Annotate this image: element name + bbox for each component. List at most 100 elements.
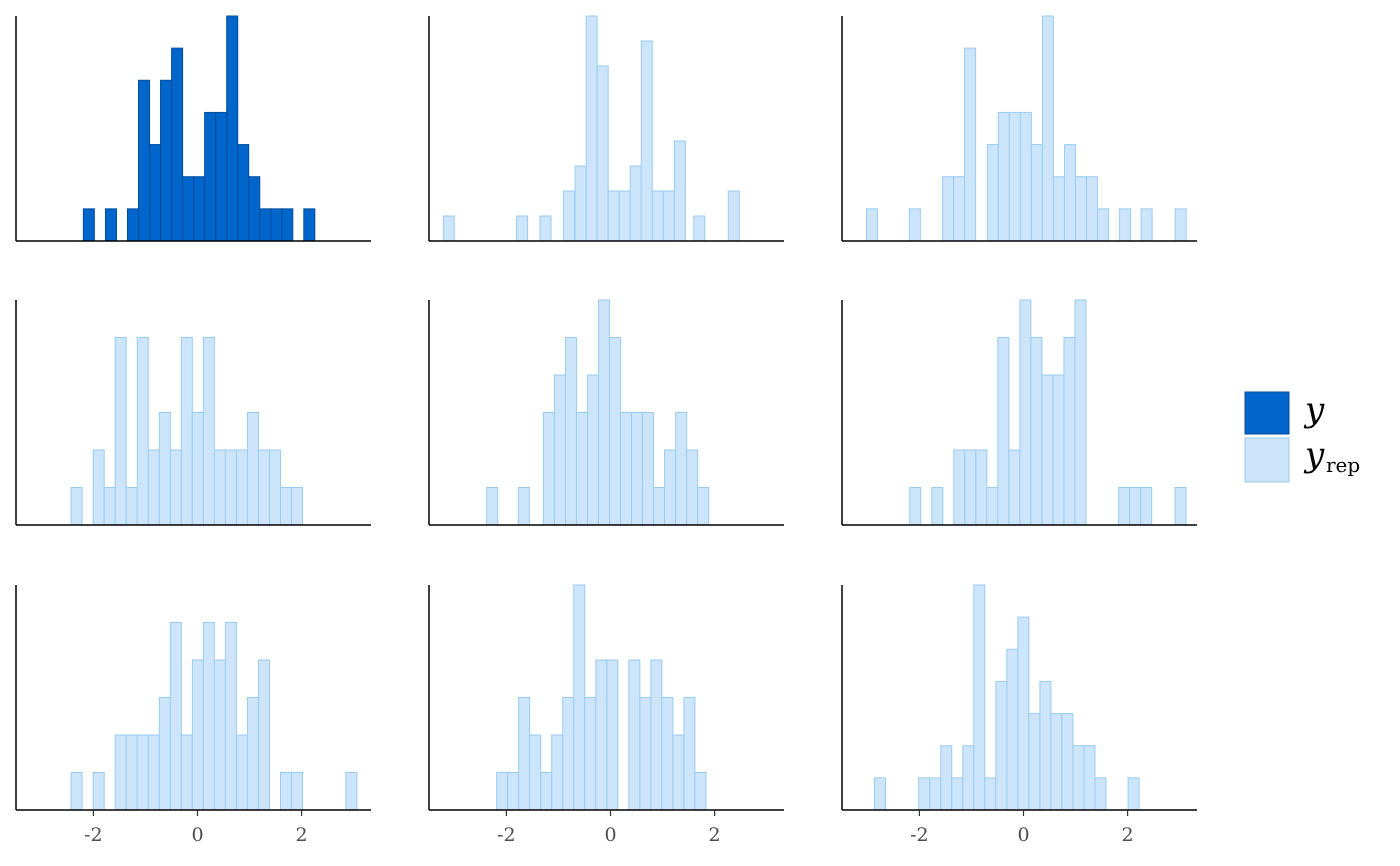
histogram-bar [114, 734, 127, 811]
histogram-bar [180, 337, 193, 526]
histogram-bar [672, 734, 685, 811]
histogram-bar [1094, 777, 1107, 811]
histogram-bar [269, 449, 282, 526]
histogram-bar [191, 412, 204, 526]
histogram-bar [104, 208, 117, 242]
x-tick-label: 0 [1017, 824, 1029, 846]
histogram-bar [169, 622, 182, 811]
histogram-bar [1052, 176, 1065, 242]
histogram-bar [291, 772, 304, 811]
histogram-bar [607, 190, 620, 242]
histogram-bar [279, 487, 292, 526]
histogram-bar [973, 584, 986, 811]
histogram-bar [629, 165, 642, 242]
histogram-bar [1041, 15, 1054, 242]
histogram-bar [1129, 487, 1142, 526]
histogram-panel [428, 299, 784, 526]
histogram-bar [587, 374, 600, 526]
histogram-bar [1006, 648, 1019, 811]
histogram-bar [866, 208, 879, 242]
histogram-bar [92, 449, 105, 526]
histogram-bar [70, 772, 83, 811]
histogram-bar [540, 772, 553, 811]
histogram-bar [563, 190, 576, 242]
histogram-bar [191, 659, 204, 811]
histogram-bar [246, 412, 259, 526]
histogram-bar [650, 659, 663, 811]
histogram-bar [149, 144, 162, 242]
histogram-bar [1030, 144, 1043, 242]
legend-label-y: y [1303, 390, 1325, 430]
legend-label-yrep-subscript: rep [1326, 453, 1360, 477]
histogram-bar [642, 412, 655, 526]
histogram-bar [609, 337, 622, 526]
histogram-bar [553, 374, 566, 526]
histogram-bar [1097, 208, 1110, 242]
histogram-bar [975, 449, 988, 526]
histogram-bar [683, 697, 696, 811]
histogram-bar [1118, 487, 1131, 526]
histogram-bar [158, 697, 171, 811]
histogram-bar [1039, 680, 1052, 811]
histogram-bar [235, 449, 248, 526]
histogram-panel [15, 300, 371, 526]
histogram-bar [661, 697, 674, 811]
histogram-bar [496, 772, 509, 811]
histogram-panel: -2 0 2 [15, 585, 371, 846]
histogram-bar [1174, 208, 1187, 242]
histogram-bar [158, 412, 171, 526]
histogram-bar [1019, 111, 1032, 242]
histogram-bar [727, 190, 740, 242]
histogram-bar [281, 208, 294, 242]
legend-key-yrep [1244, 437, 1290, 483]
histogram-bar [202, 622, 215, 811]
x-tick-label: 0 [604, 824, 616, 846]
histogram-bar [237, 144, 250, 242]
histogram-bar [953, 176, 966, 242]
x-tick-label: -2 [84, 824, 103, 846]
histogram-bar [575, 412, 588, 526]
x-tick-label: 2 [296, 824, 308, 846]
facet-panels: -2 0 2 -2 0 2 -2 0 2 [15, 15, 1197, 846]
histogram-bar [584, 697, 597, 811]
histogram-bar [940, 745, 953, 811]
histogram-bar [270, 208, 283, 242]
histogram-bar [686, 449, 699, 526]
histogram-bar [507, 772, 520, 811]
histogram-bar [929, 777, 942, 811]
histogram-bar [193, 176, 206, 242]
histogram-bar [204, 111, 217, 242]
histogram-bar [215, 111, 228, 242]
x-tick-label: 2 [709, 824, 721, 846]
histogram-bar [551, 734, 564, 811]
histogram-bar [964, 47, 977, 242]
x-tick-label: 2 [1122, 824, 1134, 846]
histogram-bar [103, 487, 116, 526]
histogram-bar [82, 208, 95, 242]
histogram-bar [595, 659, 608, 811]
histogram-bar [953, 449, 966, 526]
histogram-bar [1028, 713, 1041, 811]
histogram-bar [1008, 449, 1021, 526]
histogram-bar [597, 299, 610, 526]
histogram-bar [951, 777, 964, 811]
histogram-bar [1030, 337, 1043, 526]
histogram-bar [697, 487, 710, 526]
histogram-bar [664, 449, 677, 526]
histogram-bar [182, 176, 195, 242]
histogram-bar [997, 111, 1010, 242]
histogram-bar [918, 777, 931, 811]
histogram-bar [675, 412, 688, 526]
histogram-bar [574, 165, 587, 242]
histogram-panel: -2 0 2 [841, 584, 1197, 846]
histogram-bar [694, 772, 707, 811]
histogram-bar [662, 190, 675, 242]
histogram-bar [931, 487, 944, 526]
histogram-bar [1019, 299, 1032, 526]
histogram-bar [486, 487, 499, 526]
histogram-bar [628, 659, 641, 811]
histogram-bar [640, 40, 653, 242]
histogram-bar [147, 734, 160, 811]
histogram-bar [1119, 208, 1132, 242]
